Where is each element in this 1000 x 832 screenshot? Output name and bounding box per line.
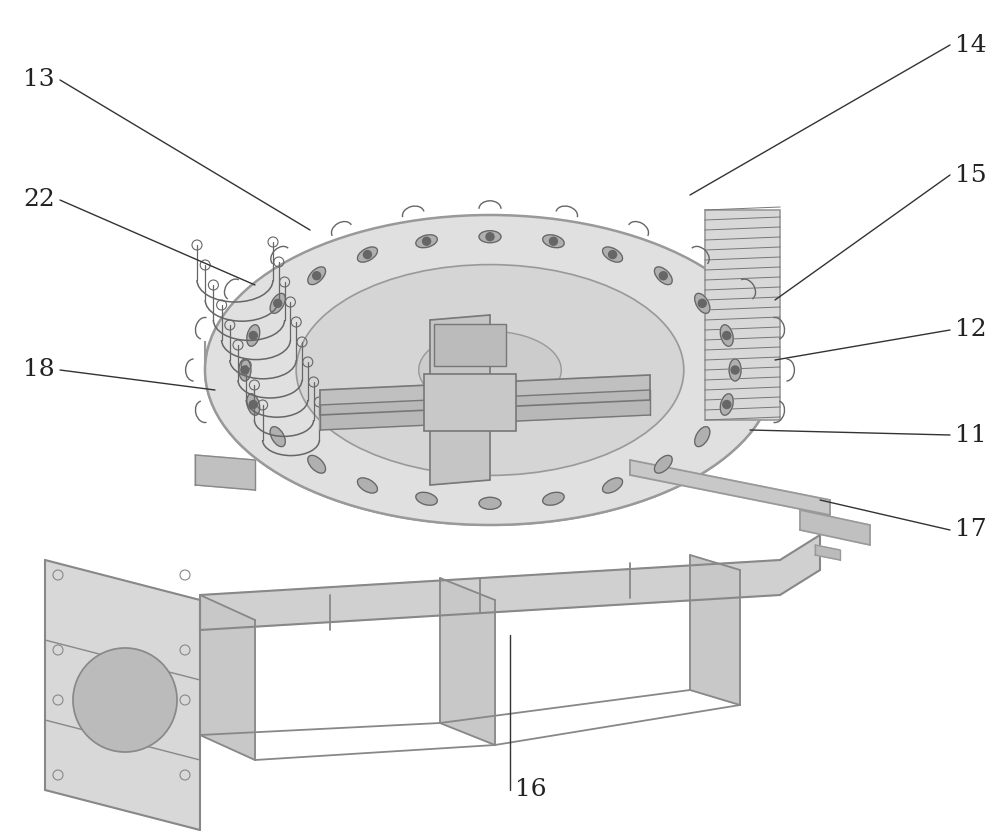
Circle shape bbox=[731, 366, 739, 374]
Bar bbox=[705, 210, 780, 420]
Circle shape bbox=[249, 331, 257, 339]
Circle shape bbox=[723, 331, 731, 339]
FancyBboxPatch shape bbox=[434, 324, 506, 366]
Text: 18: 18 bbox=[23, 359, 55, 382]
Circle shape bbox=[274, 300, 282, 307]
Circle shape bbox=[249, 400, 257, 409]
Ellipse shape bbox=[543, 493, 564, 505]
Ellipse shape bbox=[247, 394, 260, 415]
Ellipse shape bbox=[308, 455, 326, 473]
Text: 15: 15 bbox=[955, 164, 987, 186]
Ellipse shape bbox=[543, 235, 564, 248]
Circle shape bbox=[313, 272, 321, 280]
Polygon shape bbox=[200, 535, 820, 630]
Polygon shape bbox=[320, 390, 650, 430]
Polygon shape bbox=[440, 578, 495, 745]
Ellipse shape bbox=[729, 359, 741, 381]
Polygon shape bbox=[630, 460, 830, 515]
Text: 17: 17 bbox=[955, 518, 987, 542]
Ellipse shape bbox=[654, 455, 672, 473]
Ellipse shape bbox=[247, 324, 260, 346]
Ellipse shape bbox=[695, 294, 710, 314]
Polygon shape bbox=[205, 342, 775, 525]
Ellipse shape bbox=[479, 230, 501, 243]
Ellipse shape bbox=[720, 324, 733, 346]
Circle shape bbox=[363, 250, 371, 259]
Text: 16: 16 bbox=[515, 779, 547, 801]
Text: 14: 14 bbox=[955, 33, 987, 57]
Ellipse shape bbox=[239, 359, 251, 381]
Circle shape bbox=[698, 300, 706, 307]
Circle shape bbox=[241, 366, 249, 374]
Polygon shape bbox=[430, 315, 490, 485]
Ellipse shape bbox=[270, 294, 285, 314]
Polygon shape bbox=[690, 555, 740, 705]
Text: 13: 13 bbox=[23, 68, 55, 92]
Ellipse shape bbox=[479, 498, 501, 509]
Polygon shape bbox=[800, 510, 870, 545]
Polygon shape bbox=[45, 560, 200, 830]
Ellipse shape bbox=[419, 331, 561, 409]
Ellipse shape bbox=[205, 215, 775, 525]
Polygon shape bbox=[320, 375, 650, 415]
Ellipse shape bbox=[357, 247, 377, 262]
Circle shape bbox=[723, 400, 731, 409]
Circle shape bbox=[486, 233, 494, 240]
Circle shape bbox=[73, 648, 177, 752]
Polygon shape bbox=[195, 455, 255, 490]
Ellipse shape bbox=[416, 235, 437, 248]
Polygon shape bbox=[815, 545, 840, 560]
Circle shape bbox=[549, 237, 557, 245]
Ellipse shape bbox=[416, 493, 437, 505]
Ellipse shape bbox=[603, 247, 623, 262]
Polygon shape bbox=[200, 595, 255, 760]
Ellipse shape bbox=[720, 394, 733, 415]
Ellipse shape bbox=[357, 478, 377, 493]
Circle shape bbox=[609, 250, 617, 259]
Text: 22: 22 bbox=[23, 189, 55, 211]
FancyBboxPatch shape bbox=[424, 374, 516, 431]
Ellipse shape bbox=[695, 427, 710, 447]
Circle shape bbox=[659, 272, 667, 280]
Text: 11: 11 bbox=[955, 423, 986, 447]
Ellipse shape bbox=[308, 267, 326, 285]
Ellipse shape bbox=[296, 265, 684, 475]
Ellipse shape bbox=[270, 427, 285, 447]
Ellipse shape bbox=[654, 267, 672, 285]
Text: 12: 12 bbox=[955, 319, 987, 341]
Circle shape bbox=[423, 237, 431, 245]
Ellipse shape bbox=[603, 478, 623, 493]
